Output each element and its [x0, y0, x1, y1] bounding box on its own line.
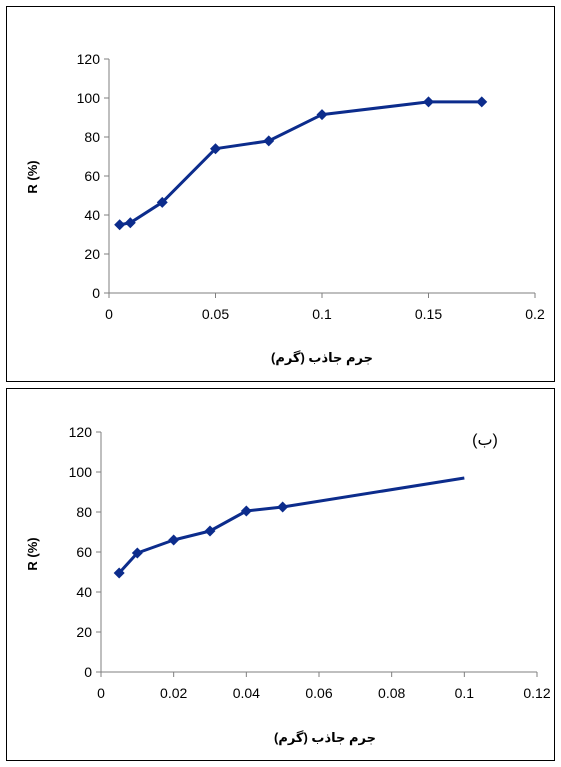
chart-a-x-tick-label: 0.2: [525, 306, 545, 322]
chart-a-data-point: [423, 96, 434, 108]
chart-b-data-point: [204, 525, 216, 537]
chart-a-data-point: [263, 135, 275, 147]
chart-a-y-tick-label: 80: [84, 129, 100, 145]
chart-a-x-tick-label: 0.15: [415, 306, 442, 322]
chart-b-data-point: [240, 505, 252, 517]
chart-a-data-point: [156, 196, 168, 208]
chart-b-xlabel: جرم جاذب (گرم): [274, 730, 376, 746]
chart-a-ylabel: R (%): [25, 160, 40, 193]
chart-a-x-tick-label: 0: [105, 306, 113, 322]
chart-b-y-tick-label: 60: [76, 544, 92, 560]
chart-a-series-line: [119, 100, 482, 227]
chart-a-data-point: [476, 96, 488, 108]
chart-panel-b: R (%) جرم جاذب (گرم) (ب) 0 20 40 60 80 100 120…: [6, 388, 555, 761]
chart-a-y-tick-label: 40: [84, 207, 100, 223]
chart-a-x-tick-label: 0.1: [312, 306, 332, 322]
chart-a-svg: R (%) جرم جاذب (گرم) 0 20 40 60 80 100 120 0 0.0…: [25, 51, 545, 366]
chart-b-y-tick-label: 120: [69, 424, 93, 440]
chart-b-y-tick-label: 100: [69, 464, 93, 480]
chart-a-data-point: [316, 109, 328, 121]
chart-b-y-tick-label: 80: [76, 504, 92, 520]
chart-a-y-tick-label: 60: [84, 168, 100, 184]
chart-b-series-line: [118, 476, 465, 575]
chart-b-ylabel: R (%): [25, 537, 40, 570]
chart-b-y-tick-label: 0: [84, 664, 92, 680]
chart-b-x-tick-label: 0.02: [160, 685, 187, 701]
chart-a-y-tick-label: 120: [77, 51, 101, 67]
chart-a-x-tick-label: 0.05: [202, 306, 229, 322]
chart-b-y-tick-label: 20: [76, 624, 92, 640]
chart-a-data-point: [114, 219, 126, 231]
chart-b-x-tick-label: 0.12: [523, 685, 550, 701]
chart-panel-a: R (%) جرم جاذب (گرم) 0 20 40 60 80 100 120 0 0.0…: [6, 6, 555, 382]
chart-b-svg: R (%) جرم جاذب (گرم) (ب) 0 20 40 60 80 100 120…: [25, 424, 551, 746]
chart-b-annotation: (ب): [472, 432, 498, 449]
chart-a-y-tick-label: 0: [92, 285, 100, 301]
chart-b-data-point: [131, 547, 143, 559]
chart-a-data-point: [124, 217, 136, 229]
chart-b-x-tick-label: 0.06: [305, 685, 332, 701]
chart-a-y-tick-label: 20: [84, 246, 100, 262]
chart-b-x-tick-label: 0: [97, 685, 105, 701]
chart-b-x-tick-label: 0.04: [233, 685, 260, 701]
chart-b-data-point: [113, 567, 125, 579]
chart-b-x-tick-label: 0.1: [455, 685, 475, 701]
chart-b-y-tick-label: 40: [76, 584, 92, 600]
chart-a-data-point: [210, 143, 221, 155]
chart-a-xlabel: جرم جاذب (گرم): [271, 350, 373, 366]
chart-a-y-tick-label: 100: [77, 90, 101, 106]
chart-b-x-tick-label: 0.08: [378, 685, 405, 701]
chart-b-data-point: [168, 534, 180, 546]
chart-b-data-point: [277, 501, 289, 513]
